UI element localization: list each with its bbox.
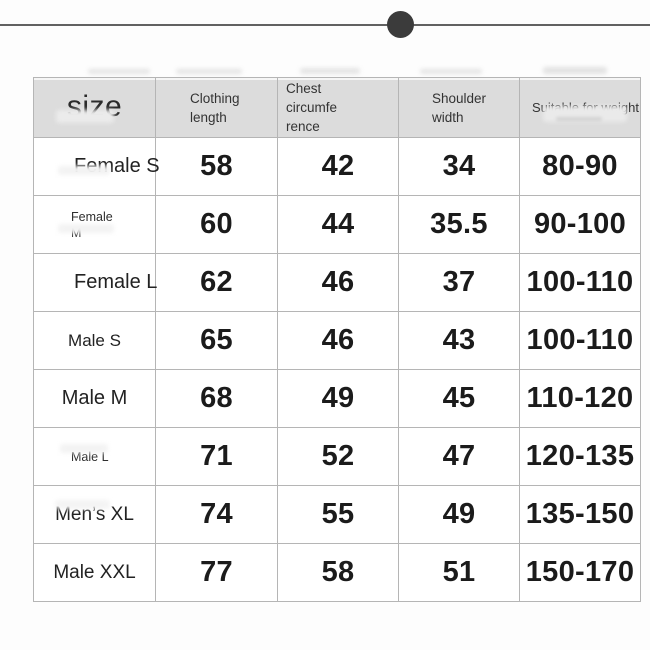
- header-clothing-length: Clothing length: [155, 76, 278, 139]
- suitable-weight-value: 120-135: [519, 427, 641, 487]
- erased-text-squiggle: [556, 117, 602, 121]
- suitable-weight-value: 90-100: [519, 195, 641, 255]
- clothing-length-value: 74: [155, 485, 278, 545]
- chest-circumference-value: 55: [277, 485, 399, 545]
- erased-text-smudge: [58, 224, 114, 233]
- erased-text-smudge: [55, 500, 110, 509]
- erased-text-smudge: [543, 67, 607, 74]
- table-row-female-l: Female L 62 46 37 100-110: [33, 253, 641, 313]
- chest-circumference-value: 46: [277, 253, 399, 313]
- erased-text-smudge: [56, 110, 114, 123]
- clothing-length-value: 58: [155, 137, 278, 197]
- suitable-weight-value: 135-150: [519, 485, 641, 545]
- size-chart-table: size Clothing length Chest circumfe renc…: [33, 76, 641, 603]
- shoulder-width-value: 45: [398, 369, 520, 429]
- size-label: Male M: [33, 369, 156, 429]
- suitable-weight-value: 110-120: [519, 369, 641, 429]
- shoulder-width-value: 47: [398, 427, 520, 487]
- shoulder-width-value: 49: [398, 485, 520, 545]
- shoulder-width-value: 43: [398, 311, 520, 371]
- top-dot-icon: [387, 11, 414, 38]
- table-row-female-s: Female S 58 42 34 80-90: [33, 137, 641, 197]
- erased-text-smudge: [60, 444, 108, 453]
- clothing-length-value: 71: [155, 427, 278, 487]
- clothing-length-value: 62: [155, 253, 278, 313]
- erased-text-smudge: [420, 69, 482, 74]
- chest-circumference-value: 58: [277, 543, 399, 603]
- suitable-weight-value: 80-90: [519, 137, 641, 197]
- erased-text-smudge: [176, 69, 242, 74]
- table-row-male-m: Male M 68 49 45 110-120: [33, 369, 641, 429]
- suitable-weight-value: 100-110: [519, 253, 641, 313]
- shoulder-width-value: 37: [398, 253, 520, 313]
- size-label: Male XXL: [33, 543, 156, 603]
- shoulder-width-value: 34: [398, 137, 520, 197]
- clothing-length-value: 77: [155, 543, 278, 603]
- chest-circumference-value: 44: [277, 195, 399, 255]
- table-row-male-s: Male S 65 46 43 100-110: [33, 311, 641, 371]
- size-label: Men’s XL: [33, 485, 156, 545]
- suitable-weight-value: 100-110: [519, 311, 641, 371]
- erased-text-smudge: [58, 166, 110, 175]
- size-chart-body: Female S 58 42 34 80-90 Female M 60 44 3…: [33, 137, 641, 603]
- shoulder-width-value: 51: [398, 543, 520, 603]
- table-row-male-l: Male L 71 52 47 120-135: [33, 427, 641, 487]
- shoulder-width-value: 35.5: [398, 195, 520, 255]
- size-label: Male S: [33, 311, 156, 371]
- header-chest-circumference: Chest circumfe rence: [277, 76, 399, 139]
- erased-text-smudge: [300, 68, 360, 74]
- table-row-male-xxl: Male XXL 77 58 51 150-170: [33, 543, 641, 603]
- chest-circumference-value: 49: [277, 369, 399, 429]
- clothing-length-value: 60: [155, 195, 278, 255]
- chest-circumference-value: 42: [277, 137, 399, 197]
- chest-circumference-value: 46: [277, 311, 399, 371]
- clothing-length-value: 68: [155, 369, 278, 429]
- suitable-weight-value: 150-170: [519, 543, 641, 603]
- size-label: Female L: [33, 253, 157, 313]
- size-label: Male L: [33, 427, 156, 487]
- chest-circumference-value: 52: [277, 427, 399, 487]
- table-row-female-m: Female M 60 44 35.5 90-100: [33, 195, 641, 255]
- clothing-length-value: 65: [155, 311, 278, 371]
- header-shoulder-width: Shoulder width: [398, 76, 520, 139]
- erased-text-smudge: [88, 69, 150, 74]
- table-row-mens-xl: Men’s XL 74 55 49 135-150: [33, 485, 641, 545]
- top-divider-line: [0, 24, 650, 26]
- header-size: size: [33, 76, 156, 139]
